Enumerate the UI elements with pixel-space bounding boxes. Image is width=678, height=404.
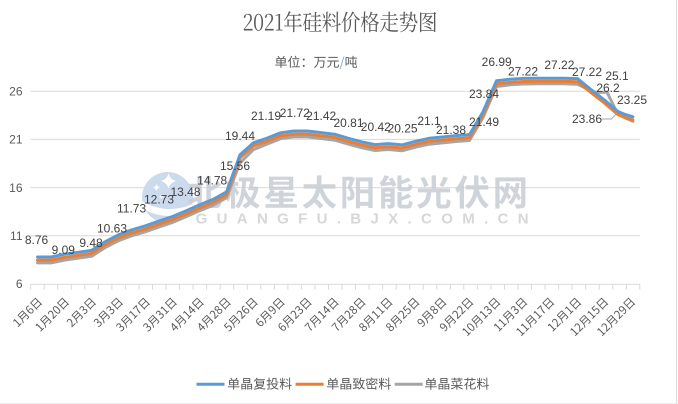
svg-text:27.22: 27.22 (508, 64, 538, 78)
svg-text:19.44: 19.44 (225, 129, 255, 143)
svg-text:6: 6 (16, 277, 23, 291)
svg-text:15.56: 15.56 (220, 159, 250, 173)
svg-text:23.86: 23.86 (572, 112, 602, 126)
svg-text:25.1: 25.1 (605, 69, 629, 83)
svg-text:21.19: 21.19 (251, 109, 281, 123)
svg-text:21.1: 21.1 (417, 114, 441, 128)
svg-text:21.49: 21.49 (469, 115, 499, 129)
svg-text:20.25: 20.25 (388, 122, 418, 136)
svg-text:14.78: 14.78 (197, 173, 227, 187)
svg-text:13.48: 13.48 (170, 185, 200, 199)
svg-text:20.42: 20.42 (361, 120, 391, 134)
svg-text:21.42: 21.42 (306, 109, 336, 123)
svg-text:9.09: 9.09 (52, 243, 76, 257)
svg-text:20.81: 20.81 (333, 116, 363, 130)
svg-text:16: 16 (9, 181, 23, 195)
svg-text:27.22: 27.22 (544, 58, 574, 72)
svg-text:8.76: 8.76 (25, 233, 49, 247)
svg-text:11: 11 (10, 229, 23, 243)
svg-text:10.63: 10.63 (97, 222, 127, 236)
svg-text:26.99: 26.99 (482, 55, 512, 69)
svg-text:9.48: 9.48 (79, 236, 103, 250)
svg-text:23.25: 23.25 (617, 93, 647, 107)
svg-text:21.38: 21.38 (436, 123, 466, 137)
svg-text:GUANGFU.BJX.COM.CN: GUANGFU.BJX.COM.CN (196, 211, 538, 228)
svg-text:26.2: 26.2 (596, 81, 620, 95)
svg-text:12.73: 12.73 (144, 193, 174, 207)
svg-text:21.72: 21.72 (280, 106, 310, 120)
svg-text:27.22: 27.22 (572, 65, 602, 79)
svg-text:23.84: 23.84 (469, 87, 499, 101)
svg-text:21: 21 (9, 133, 23, 147)
svg-text:26: 26 (9, 84, 23, 98)
svg-text:11.73: 11.73 (117, 202, 146, 216)
